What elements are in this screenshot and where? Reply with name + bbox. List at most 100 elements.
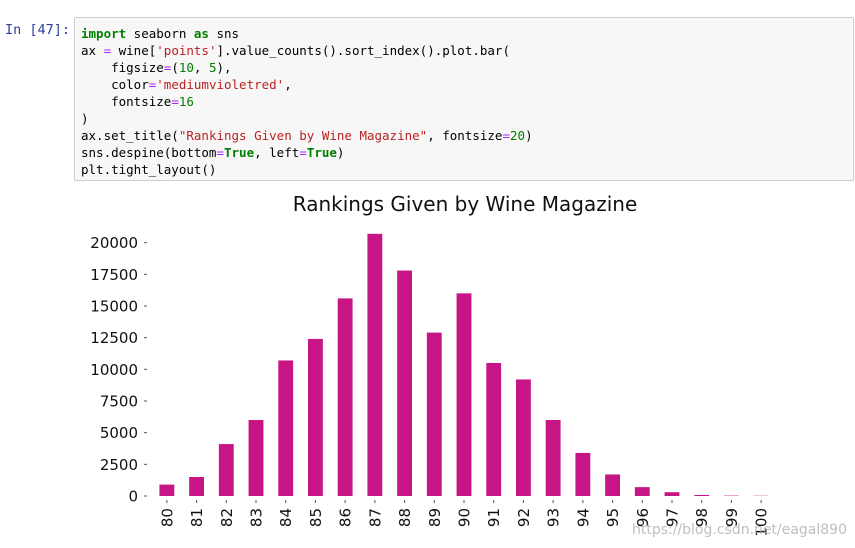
bar-98 <box>694 494 710 496</box>
x-tick-label: 87 <box>366 508 384 527</box>
code-token: ) <box>81 111 89 126</box>
bar-82 <box>218 444 234 496</box>
code-token: sns.despine(bottom <box>81 145 217 160</box>
x-axis: 80 81 82 83 84 85 86 87 88 89 90 91 92 93 94 95 96 97 98 99… <box>158 500 771 537</box>
x-tick-label: 97 <box>664 508 682 527</box>
code-line: figsize=(10, 5), <box>81 60 232 75</box>
code-token: "Rankings Given by Wine Magazine" <box>178 128 428 143</box>
bar-91 <box>486 363 502 496</box>
x-tick-label: 95 <box>604 508 622 527</box>
code-token: , fontsize <box>427 128 503 143</box>
code-token: as <box>193 26 209 41</box>
y-tick-label: 17500 <box>90 266 138 284</box>
code-token: ) <box>525 128 533 143</box>
y-tick-label: 5000 <box>100 424 138 442</box>
code-line: color='mediumvioletred', <box>81 77 292 92</box>
code-line: ax.set_title("Rankings Given by Wine Mag… <box>81 128 533 143</box>
code-token: , <box>193 60 209 75</box>
code-token: ax.set_title( <box>81 128 179 143</box>
x-tick-label: 82 <box>218 508 236 527</box>
bar-96 <box>634 487 650 496</box>
x-tick-label: 84 <box>277 508 295 527</box>
code-cell-editor[interactable]: import seaborn as sns ax = wine['points'… <box>74 17 854 181</box>
bar-93 <box>545 420 561 496</box>
bar-88 <box>397 270 412 496</box>
x-tick-label: 88 <box>396 508 414 527</box>
code-line: ) <box>81 111 89 126</box>
x-tick-label: 94 <box>574 508 592 527</box>
code-token: = <box>148 77 157 92</box>
code-text[interactable]: import seaborn as sns ax = wine['points'… <box>81 25 847 178</box>
code-token: plt.tight_layout() <box>81 162 217 177</box>
bars-group <box>159 233 769 497</box>
bar-85 <box>308 338 323 496</box>
code-token: ) <box>336 145 345 160</box>
code-token: wine[ <box>111 43 157 58</box>
code-token: , <box>284 77 292 92</box>
x-tick-label: 96 <box>634 508 652 527</box>
code-line: plt.tight_layout() <box>81 162 216 177</box>
y-tick-label: 7500 <box>100 393 138 411</box>
code-token: True <box>306 145 337 160</box>
code-line: fontsize=16 <box>81 94 194 109</box>
x-tick-label: 91 <box>485 508 503 527</box>
bar-83 <box>248 420 264 496</box>
bar-90 <box>456 293 472 496</box>
bar-chart: Rankings Given by Wine Magazine 0 2500 500… <box>90 192 771 537</box>
x-tick-label: 89 <box>426 508 444 527</box>
x-tick-label: 80 <box>158 508 176 527</box>
bar-87 <box>367 233 383 497</box>
code-token: color <box>81 77 149 92</box>
x-tick-label: 98 <box>693 508 711 527</box>
chart-title: Rankings Given by Wine Magazine <box>293 192 638 216</box>
x-tick-label: 86 <box>337 508 355 527</box>
bar-80 <box>159 484 175 496</box>
x-tick-label: 100 <box>753 508 771 537</box>
x-tick-label: 93 <box>545 508 563 527</box>
code-token: = <box>103 43 112 58</box>
code-line: sns.despine(bottom=True, left=True) <box>81 145 344 160</box>
y-tick-label: 0 <box>128 488 138 506</box>
watermark-text: https://blog.csdn.net/eagal890 <box>631 522 847 538</box>
code-token: ), <box>216 60 232 75</box>
code-token: = <box>163 60 172 75</box>
cell-prompt: In [47]: <box>4 22 70 38</box>
y-tick-label: 10000 <box>90 361 138 379</box>
y-tick-label: 20000 <box>90 234 138 252</box>
code-token: = <box>171 94 179 109</box>
code-token: 5 <box>208 60 217 75</box>
code-token: import <box>81 26 127 41</box>
bar-97 <box>664 492 680 496</box>
code-token: = <box>299 145 307 160</box>
code-token: figsize <box>81 60 164 75</box>
bar-89 <box>426 332 442 496</box>
x-tick-label: 99 <box>723 508 741 527</box>
x-tick-label: 85 <box>307 508 325 527</box>
bar-92 <box>516 379 531 496</box>
code-token: , left <box>254 145 300 160</box>
code-line: import seaborn as sns <box>81 26 239 41</box>
y-tick-label: 12500 <box>90 329 138 347</box>
code-token: 16 <box>178 94 194 109</box>
code-token: = <box>216 145 224 160</box>
code-token: = <box>502 128 510 143</box>
code-token: 20 <box>510 128 526 143</box>
bar-84 <box>278 360 294 496</box>
code-token: 'points' <box>156 43 217 58</box>
code-token: 'mediumvioletred' <box>156 77 285 92</box>
bar-94 <box>575 452 591 496</box>
code-token: ax <box>81 43 104 58</box>
code-line: ax = wine['points'].value_counts().sort_… <box>81 43 510 58</box>
y-tick-label: 15000 <box>90 298 138 316</box>
x-tick-label: 90 <box>456 508 474 527</box>
y-tick-label: 2500 <box>100 456 138 474</box>
code-token: ( <box>171 60 179 75</box>
bar-95 <box>605 474 620 496</box>
code-token: ].value_counts().sort_index().plot.bar( <box>216 43 510 58</box>
code-token: fontsize <box>81 94 172 109</box>
code-token: sns <box>208 26 240 41</box>
x-tick-label: 81 <box>188 508 206 527</box>
y-axis: 0 2500 5000 7500 10000 12500 15000 17500 20000 <box>90 234 147 506</box>
x-tick-label: 83 <box>248 508 266 527</box>
bar-86 <box>337 298 353 496</box>
